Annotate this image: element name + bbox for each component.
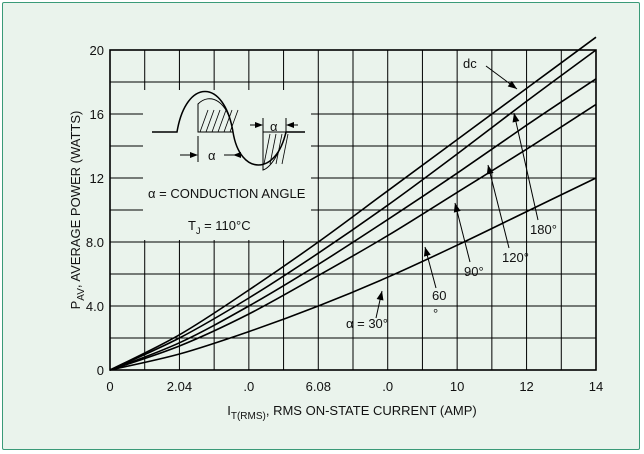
- x-tick-label: 10: [450, 379, 464, 394]
- annotation-arrowhead-4: [423, 247, 431, 257]
- hatch-line: [223, 109, 233, 133]
- label-90: 90°: [464, 264, 484, 279]
- chart-frame: [2, 2, 640, 450]
- alpha-arrowhead-right: [233, 152, 241, 158]
- hatch-line: [205, 109, 215, 133]
- label-60-degree: °: [433, 306, 438, 321]
- series-line-2: [109, 78, 597, 371]
- y-tick-label: 16: [90, 107, 104, 122]
- junction-temp-label: TJ = 110°C: [188, 218, 251, 236]
- y-tick-label: 4.0: [86, 299, 104, 314]
- label-30: α = 30°: [346, 316, 388, 331]
- hatch-line: [281, 133, 289, 165]
- annotation-arrowhead-3: [453, 203, 461, 213]
- hatch-line: [217, 109, 227, 133]
- hatch-line: [263, 133, 271, 165]
- hatch-line: [269, 133, 277, 165]
- x-tick-label: 12: [519, 379, 533, 394]
- tick-labels: 0 2.04 .0 6.08 .0 10 12 14 0 4.0 8.0 12 16 20: [86, 43, 603, 394]
- alpha-arrowhead-left: [190, 152, 198, 158]
- x-tick-label: 14: [589, 379, 603, 394]
- x-tick-label: .0: [382, 379, 393, 394]
- conduction-angle-label: α = CONDUCTION ANGLE: [148, 186, 306, 201]
- alpha-arrowhead-top-left: [255, 122, 263, 128]
- conduction-region-positive: [197, 98, 234, 133]
- series-line-4: [109, 177, 597, 371]
- annotation-leader-1: [513, 112, 539, 221]
- inset-alpha-right: α: [270, 119, 278, 134]
- alpha-arrowhead-top-right: [286, 122, 294, 128]
- y-tick-label: 12: [90, 171, 104, 186]
- hatch-line: [229, 109, 239, 133]
- annotation-leader-3: [454, 202, 471, 263]
- series-group: [109, 36, 597, 371]
- series-line-0: [109, 36, 597, 371]
- annotation-leader-2: [487, 164, 510, 249]
- series-line-3: [109, 103, 597, 371]
- x-tick-label: 6.08: [306, 379, 331, 394]
- annotation-arrowhead-2: [486, 165, 494, 175]
- y-axis-label: PAV, AVERAGE POWER (WATTS): [68, 111, 87, 310]
- y-tick-label: 0: [97, 363, 104, 378]
- label-180: 180°: [530, 222, 557, 237]
- annotation-arrowhead-0: [507, 80, 517, 89]
- hatch-line: [275, 133, 283, 165]
- annotation-arrowhead-5: [376, 291, 384, 301]
- hatch-line: [211, 109, 221, 133]
- hatch-line: [199, 109, 209, 133]
- series-line-1: [109, 49, 597, 371]
- waveform-inset: [143, 90, 311, 240]
- label-60: 60: [432, 288, 446, 303]
- inset-alpha-left: α: [208, 148, 216, 163]
- label-120: 120°: [502, 250, 529, 265]
- x-tick-label: 2.04: [167, 379, 192, 394]
- inset-background: [143, 90, 311, 240]
- x-axis-label: IT(RMS), RMS ON-STATE CURRENT (AMP): [227, 403, 477, 422]
- x-tick-label: .0: [243, 379, 254, 394]
- plot-border: [109, 49, 597, 371]
- dc-label: dc: [463, 56, 477, 71]
- x-tick-label: 0: [106, 379, 113, 394]
- y-tick-label: 8.0: [86, 235, 104, 250]
- annotation-arrowhead-1: [512, 113, 520, 123]
- y-tick-label: 20: [90, 43, 104, 58]
